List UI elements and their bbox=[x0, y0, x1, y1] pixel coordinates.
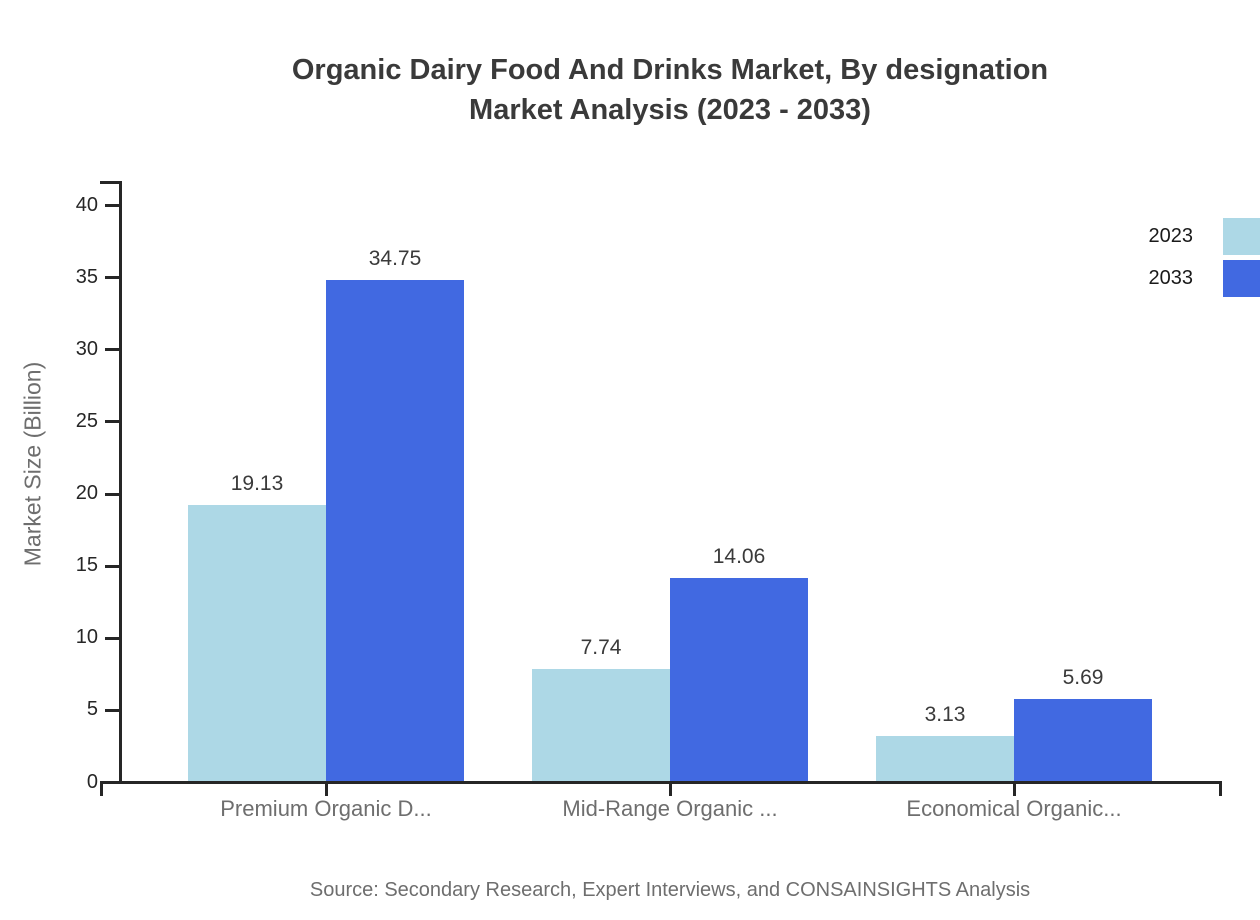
legend: 2023 2033 bbox=[1149, 218, 1260, 302]
y-axis-title: Market Size (Billion) bbox=[19, 361, 46, 567]
chart-title: Organic Dairy Food And Drinks Market, By… bbox=[120, 50, 1220, 130]
y-tick-label: 25 bbox=[75, 409, 98, 432]
source-note: Source: Secondary Research, Expert Inter… bbox=[309, 879, 1031, 901]
y-tick-label: 30 bbox=[75, 337, 98, 360]
y-tick-label: 40 bbox=[75, 193, 98, 216]
x-axis-left-cap bbox=[100, 781, 103, 796]
bar-2023 bbox=[532, 669, 670, 781]
x-axis-right-cap bbox=[1219, 781, 1222, 796]
y-tick-label: 35 bbox=[75, 265, 98, 288]
y-tick-label: 10 bbox=[75, 626, 98, 649]
bar-value-label: 14.06 bbox=[712, 545, 766, 569]
y-tick bbox=[105, 492, 119, 496]
bar-value-label: 3.13 bbox=[924, 702, 966, 726]
category-label: Premium Organic D... bbox=[220, 796, 432, 821]
y-tick bbox=[105, 348, 119, 352]
legend-item-2023: 2023 bbox=[1149, 218, 1260, 255]
y-tick bbox=[105, 204, 119, 207]
x-tick bbox=[1012, 784, 1016, 796]
bar-value-label: 7.74 bbox=[580, 636, 622, 660]
y-tick-label: 0 bbox=[86, 770, 98, 793]
legend-label: 2023 bbox=[1148, 225, 1194, 247]
y-tick bbox=[105, 420, 119, 424]
chart-title-line2: Market Analysis (2023 - 2033) bbox=[469, 94, 871, 126]
chart-title-line1: Organic Dairy Food And Drinks Market, By… bbox=[291, 54, 1049, 86]
x-tick bbox=[324, 784, 328, 796]
y-axis-top-cap bbox=[100, 181, 119, 184]
bar-value-label: 5.69 bbox=[1062, 665, 1104, 689]
y-tick-label: 20 bbox=[75, 482, 98, 504]
bar-value-label: 19.13 bbox=[230, 472, 284, 496]
bar-value-label: 34.75 bbox=[368, 246, 422, 270]
y-tick bbox=[105, 564, 119, 568]
y-tick bbox=[105, 708, 119, 712]
legend-swatch bbox=[1223, 218, 1260, 255]
category-label: Mid-Range Organic ... bbox=[562, 796, 778, 821]
bar-2023 bbox=[876, 735, 1014, 781]
y-tick bbox=[105, 636, 119, 640]
x-axis-line bbox=[100, 781, 1222, 784]
category-label: Economical Organic... bbox=[906, 796, 1122, 821]
y-tick-label: 15 bbox=[75, 554, 98, 577]
legend-swatch bbox=[1223, 260, 1260, 297]
bar-2033 bbox=[326, 279, 464, 781]
y-tick-label: 5 bbox=[86, 698, 98, 721]
legend-item-2033: 2033 bbox=[1149, 260, 1260, 297]
y-axis-line bbox=[119, 181, 122, 784]
bar-2033 bbox=[1014, 698, 1152, 781]
x-tick bbox=[668, 784, 672, 796]
bar-2023 bbox=[188, 505, 326, 781]
bar-2033 bbox=[670, 578, 808, 781]
legend-label: 2033 bbox=[1148, 267, 1194, 289]
y-tick bbox=[105, 276, 119, 280]
